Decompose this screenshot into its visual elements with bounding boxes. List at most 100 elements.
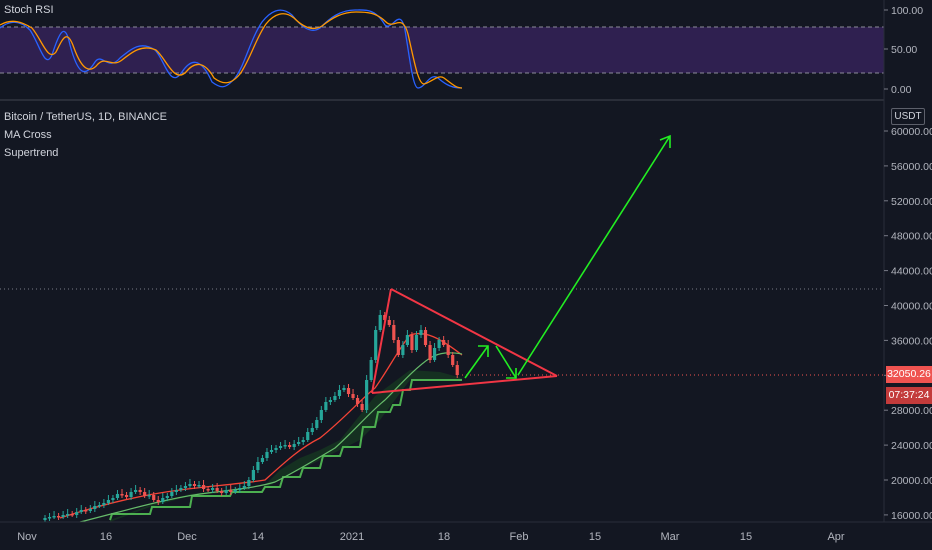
candle-body: [242, 486, 246, 488]
candle-body: [61, 515, 65, 517]
candle-body: [47, 517, 52, 519]
price-tick-label: 60000.00: [891, 126, 932, 138]
rsi-band: [0, 27, 884, 73]
candle-body: [115, 494, 120, 498]
price-tick-label: 48000.00: [891, 231, 932, 243]
symbol-title[interactable]: Bitcoin / TetherUS, 1D, BINANCE: [4, 111, 168, 123]
candle-body: [251, 470, 255, 480]
triangle-drawing[interactable]: [371, 288, 558, 394]
candle-body: [365, 380, 369, 410]
candle-body: [292, 444, 296, 447]
time-tick-label: Nov: [17, 531, 37, 543]
countdown-badge: 07:37:24: [886, 387, 932, 404]
candle-body: [306, 432, 310, 440]
candle-body: [392, 325, 396, 340]
time-tick-label: Feb: [510, 531, 529, 543]
candle-body: [66, 514, 70, 516]
candle-body: [319, 410, 323, 420]
candle-body: [410, 335, 414, 350]
candle-body: [369, 360, 373, 380]
candle-body: [97, 505, 101, 507]
candle-body: [328, 400, 332, 402]
candle-body: [211, 488, 215, 490]
stoch-k-line: [0, 9, 463, 89]
candle-body: [43, 518, 47, 520]
candle-body: [351, 394, 355, 398]
currency-unit-button[interactable]: USDT: [891, 108, 925, 125]
candle-body: [192, 484, 197, 486]
candle-body: [247, 480, 251, 486]
rsi-axis-ticks: 100.00 50.00 0.00: [884, 5, 923, 96]
price-tick-label: 44000.00: [891, 266, 932, 278]
candle-body: [88, 509, 92, 511]
candle-body: [355, 398, 360, 404]
stoch-d-line: [0, 11, 463, 89]
candle-body: [238, 488, 242, 490]
indicator-supertrend[interactable]: Supertrend: [4, 147, 59, 159]
candle-body: [374, 330, 378, 360]
candle-body: [346, 388, 351, 394]
candle-body: [224, 490, 228, 493]
candle-body: [179, 488, 183, 490]
candle-body: [265, 452, 269, 458]
candle-body: [56, 516, 61, 518]
candle-body: [315, 420, 319, 428]
triangle-lower-line[interactable]: [371, 375, 558, 394]
price-tick-label: 20000.00: [891, 475, 932, 487]
candle-body: [419, 330, 423, 335]
arrow-up-long[interactable]: [517, 135, 671, 376]
arrow-down-short[interactable]: [495, 345, 517, 379]
triangle-upper-line[interactable]: [390, 288, 558, 377]
projection-arrows[interactable]: [464, 134, 671, 379]
triangle-left-line[interactable]: [371, 288, 392, 394]
candle-body: [220, 491, 224, 493]
candle-body: [70, 514, 74, 516]
candle-body: [93, 506, 97, 509]
indicator-ma-cross[interactable]: MA Cross: [4, 129, 52, 141]
candle-body: [401, 345, 405, 355]
candle-body: [111, 498, 115, 500]
candle-body: [147, 495, 151, 497]
candle-body: [269, 450, 274, 452]
arrow-up-short[interactable]: [464, 345, 489, 379]
rsi-indicator-label[interactable]: Stoch RSI: [4, 4, 54, 16]
rsi-tick-label: 100.00: [891, 5, 923, 17]
candle-body: [174, 490, 178, 492]
price-tick-label: 16000.00: [891, 510, 932, 522]
time-tick-label: 15: [589, 531, 601, 543]
candle-body: [120, 494, 124, 496]
arrow-up-long-head: [659, 134, 671, 148]
candle-body: [188, 484, 192, 486]
candle-body: [428, 345, 432, 360]
time-axis-ticks: Nov 16 Dec 14 2021 18 Feb 15 Mar 15 Apr: [17, 531, 845, 543]
time-tick-label: 15: [740, 531, 752, 543]
time-tick-label: 2021: [340, 531, 364, 543]
candle-body: [396, 340, 400, 355]
candle-body: [161, 498, 165, 502]
rsi-tick-label: 0.00: [891, 84, 912, 96]
candle-body: [455, 365, 459, 375]
supertrend-fill: [110, 370, 462, 522]
candle-body: [446, 345, 450, 355]
candles-group: [43, 310, 459, 522]
candle-body: [134, 490, 138, 492]
candle-body: [129, 492, 133, 497]
candle-body: [75, 512, 79, 515]
candle-body: [301, 440, 305, 442]
price-tick-label: 52000.00: [891, 196, 932, 208]
candle-body: [256, 462, 260, 470]
candle-body: [383, 315, 387, 320]
candle-body: [360, 404, 364, 410]
candle-body: [165, 496, 169, 498]
time-tick-label: Dec: [177, 531, 197, 543]
stoch-rsi-pane: [0, 9, 884, 89]
price-axis-ticks: 60000.00 56000.00 52000.00 48000.00 44000.00…: [884, 126, 932, 522]
candle-body: [170, 492, 174, 496]
candle-body: [337, 390, 342, 396]
candle-body: [437, 340, 441, 348]
candle-body: [143, 492, 147, 496]
price-tick-label: 36000.00: [891, 335, 932, 347]
arrow-down-short-head: [506, 368, 517, 379]
price-tick-label: 24000.00: [891, 440, 932, 452]
